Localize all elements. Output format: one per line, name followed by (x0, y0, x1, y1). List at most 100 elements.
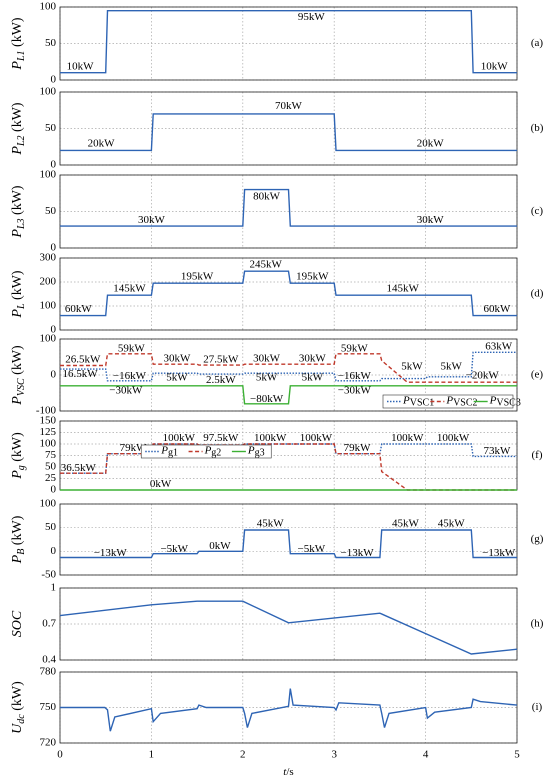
annotation: 79kW (120, 442, 148, 454)
y-label-symbol: P (10, 146, 25, 156)
annotation: 30kW (299, 352, 327, 364)
legend-label: Pg1 (160, 444, 178, 459)
y-tick-label: 50 (45, 521, 57, 533)
y-label-unit: (kW) (10, 681, 25, 714)
y-label-sub: dc (16, 714, 27, 724)
annotation: 195kW (181, 270, 214, 282)
annotation: −20kW (466, 369, 500, 381)
series-line (59, 600, 518, 655)
annotation: −5kW (160, 543, 188, 555)
annotation: 100kW (391, 432, 424, 444)
series-line (60, 385, 517, 405)
annotation: −80kW (250, 393, 284, 405)
panel-label: (c) (531, 205, 544, 217)
y-tick-label: -50 (41, 569, 56, 581)
annotation: −13kW (482, 547, 516, 559)
x-tick-label: 1 (149, 749, 155, 761)
y-tick-label: 0 (51, 242, 57, 254)
annotation: 100kW (437, 432, 470, 444)
y-label-sub: B (16, 549, 27, 555)
y-label-symbol: P (10, 61, 25, 71)
annotation: 73kW (483, 445, 511, 457)
y-axis-label: PL2 (kW) (10, 102, 27, 156)
panel-label: (g) (531, 533, 544, 545)
y-tick-label: 100 (40, 333, 57, 345)
y-label-symbol: P (10, 554, 25, 564)
y-label-symbol: P (10, 309, 25, 319)
series-line (60, 10, 517, 74)
annotation: 5kW (302, 371, 324, 383)
annotation: 30kW (417, 214, 445, 226)
annotation: 100kW (300, 432, 333, 444)
y-label-unit: (kW) (10, 432, 25, 465)
y-axis-label: PVSC (kW) (10, 345, 27, 406)
panel-label: (b) (531, 122, 544, 134)
annotation: 30kW (164, 352, 192, 364)
annotation: 27.5kW (203, 353, 239, 365)
annotation: 45kW (392, 517, 420, 529)
annotation: 95kW (298, 11, 326, 23)
annotation: 10kW (481, 60, 509, 72)
plot-frame (59, 257, 518, 331)
panel-label: (e) (531, 369, 544, 381)
annotation: 97.5kW (203, 432, 239, 444)
legend-label: PVSC1 (402, 394, 434, 409)
annotation: 2.5kW (206, 374, 236, 386)
legend-label: PVSC2 (445, 394, 477, 409)
annotation: −30kW (338, 385, 372, 397)
legend-label: Pg2 (204, 444, 222, 459)
annotation: 30kW (253, 352, 281, 364)
x-tick-label: 3 (331, 749, 337, 761)
annotation: 0kW (150, 478, 172, 490)
annotation: 145kW (113, 282, 146, 294)
annotation: 0kW (209, 540, 231, 552)
x-axis-label: t/s (283, 766, 293, 778)
y-axis-label: PL3 (kW) (10, 185, 27, 239)
annotation: 100kW (163, 432, 196, 444)
annotation: 45kW (257, 517, 285, 529)
y-label-unit: (kW) (10, 270, 25, 303)
y-tick-label: 50 (45, 37, 57, 49)
y-tick-label: 1 (51, 582, 57, 594)
annotation: 5kW (256, 371, 278, 383)
y-tick-label: 150 (40, 415, 57, 427)
y-tick-label: 0 (51, 159, 57, 171)
panel-label: (h) (531, 618, 544, 630)
y-tick-label: 0.4 (42, 654, 56, 666)
x-label-unit: /s (286, 766, 293, 778)
y-tick-label: 100 (40, 86, 57, 98)
y-label-sub: L1 (16, 50, 27, 62)
plot-frame (59, 174, 518, 249)
annotation: 79kW (344, 442, 372, 454)
legend-label: PVSC3 (489, 394, 521, 409)
legend-label: Pg3 (247, 444, 265, 459)
y-axis-label: SOC (10, 610, 25, 637)
annotation: 5kW (440, 361, 462, 373)
series-line (60, 188, 517, 227)
y-tick-label: 200 (40, 276, 57, 288)
y-label-symbol: P (10, 470, 25, 480)
panel-label: (i) (532, 701, 543, 713)
plot-frame (59, 338, 518, 412)
annotation: −13kW (341, 547, 375, 559)
y-label-unit: (kW) (10, 185, 25, 218)
y-tick-label: 100 (40, 1, 57, 13)
series-line (60, 353, 517, 383)
series-line (60, 351, 517, 382)
annotation: 59kW (118, 343, 146, 355)
panel-label: (f) (532, 449, 543, 461)
annotation: −13kW (94, 547, 128, 559)
y-tick-label: 0 (51, 74, 57, 86)
annotation: 20kW (417, 137, 445, 149)
y-tick-label: 780 (40, 666, 57, 678)
annotation: −16kW (338, 370, 372, 382)
y-label-sub: L2 (16, 135, 27, 147)
y-label-symbol: SOC (10, 610, 25, 637)
plot-frame (59, 503, 518, 576)
y-axis-label: Pg (kW) (10, 432, 27, 480)
y-label-unit: (kW) (10, 17, 25, 50)
y-tick-label: 75 (45, 449, 57, 461)
panel-label: (d) (531, 288, 544, 300)
annotation: 59kW (341, 343, 369, 355)
legend-box (382, 394, 514, 409)
